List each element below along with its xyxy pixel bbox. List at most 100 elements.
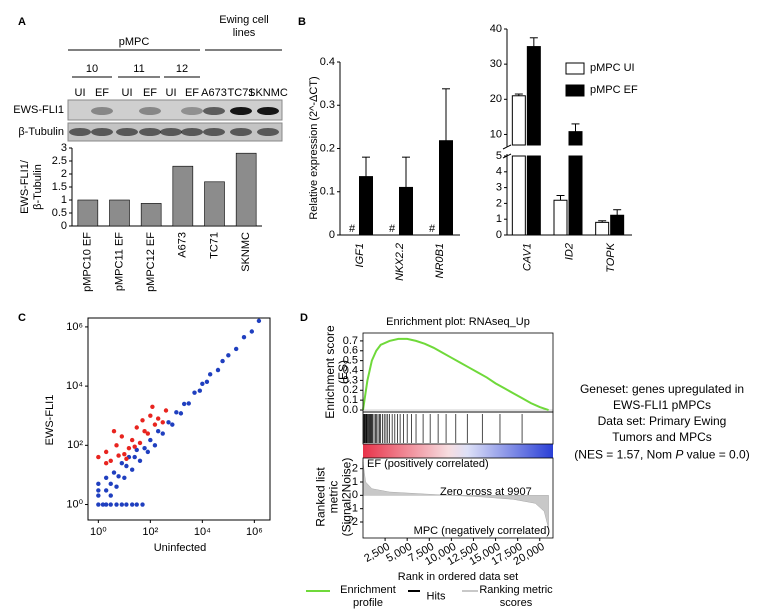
bar [235, 152, 257, 227]
blot-band [91, 128, 113, 136]
y-tick-label: 0 [496, 229, 502, 241]
annotation: (NES = 1.57, Nom P value = 0.0) [562, 447, 761, 462]
point [152, 443, 158, 448]
row-label: β-Tubulin [18, 126, 64, 138]
point [116, 474, 121, 479]
point [108, 493, 113, 498]
x-tick-label: 10² [142, 526, 158, 538]
point [148, 413, 153, 418]
point [181, 401, 187, 407]
y-tick-label: 30 [490, 58, 502, 70]
point [241, 334, 247, 340]
plot-frame [362, 411, 554, 445]
point [108, 458, 113, 463]
point [192, 390, 197, 395]
y-axis-label: EWS-FLI1 [44, 395, 56, 446]
axis-break [502, 144, 512, 150]
blot-band [257, 107, 279, 115]
x-tick-label: NKX2.2 [394, 243, 406, 281]
point [148, 437, 153, 443]
point [116, 453, 121, 458]
point [103, 460, 109, 466]
y-tick-label: 2 [61, 168, 67, 180]
point [103, 475, 109, 480]
point [111, 428, 117, 434]
point [186, 401, 191, 406]
point [96, 488, 101, 493]
plot-frame [362, 457, 554, 539]
y-tick-label: 10⁴ [66, 380, 83, 392]
y-axis-label: Enrichment score (ES) [323, 325, 350, 419]
point [103, 502, 109, 507]
point [140, 502, 145, 507]
point [134, 425, 139, 430]
point [114, 484, 119, 489]
y-axis-label: Relative expression (2^-ΔCT) [308, 76, 320, 219]
bar [204, 181, 225, 227]
x-tick-label: IGF1 [354, 243, 366, 267]
x-tick-label: pMPC12 EF [145, 232, 157, 292]
x-tick-label: SKNMC [240, 232, 252, 272]
annotation-part: (NES = 1.57, Nom [574, 447, 676, 462]
point [129, 437, 135, 443]
annotation: EF (positively correlated) [367, 458, 489, 470]
lane-label: UI [166, 87, 177, 99]
point [249, 329, 255, 334]
y-tick-label: 1 [61, 194, 67, 206]
annotation-part: P [675, 447, 684, 462]
point [119, 460, 125, 466]
point [96, 481, 101, 487]
y-tick-label: 2.5 [52, 155, 67, 167]
sample-label: 12 [176, 63, 188, 75]
x-tick-label: 10⁶ [246, 526, 263, 538]
point [142, 445, 147, 451]
y-tick-label: 0 [352, 489, 358, 501]
point [215, 367, 221, 373]
x-tick-label: 10⁴ [194, 526, 211, 538]
point [200, 381, 205, 386]
blot-band [69, 128, 91, 136]
y-tick-label: 10² [67, 439, 83, 451]
group-label: Ewing cell lines [219, 14, 269, 39]
bar [140, 203, 162, 227]
es-line [362, 337, 549, 411]
y-axis-label: Ranked list metric (Signal2Noise) [313, 457, 354, 537]
point [137, 440, 143, 446]
point [103, 488, 109, 493]
lane-label: A673 [201, 87, 227, 99]
y-tick-label: 0.7 [343, 335, 358, 347]
legend-label: pMPC EF [590, 84, 638, 96]
point [145, 449, 151, 455]
y-tick-label: 40 [490, 23, 502, 35]
legend-label: pMPC UI [590, 62, 635, 74]
point [132, 454, 137, 460]
annotation: MPC (negatively correlated) [414, 525, 550, 537]
point [129, 467, 135, 472]
x-axis-label: Rank in ordered data set [398, 571, 518, 583]
lane-label: EF [143, 87, 157, 99]
lane-label: UI [75, 87, 86, 99]
point [108, 481, 113, 487]
point [163, 408, 169, 413]
point [233, 346, 239, 352]
legend-label: Enrichment profile [340, 584, 396, 609]
point [103, 449, 109, 455]
point [204, 379, 210, 384]
point [122, 452, 127, 457]
bar [439, 140, 453, 236]
point [129, 502, 135, 507]
y-tick-label: 4 [496, 166, 502, 178]
x-tick-label: 10⁰ [90, 526, 107, 538]
blot-band [203, 128, 225, 136]
point [108, 502, 113, 507]
lane-label: EF [185, 87, 199, 99]
point [155, 416, 161, 421]
x-tick-label: A673 [177, 232, 189, 258]
blot-band [181, 107, 203, 115]
value-label: # [349, 223, 356, 235]
y-tick-label: 5 [496, 150, 502, 162]
legend-label: Hits [426, 590, 446, 603]
y-tick-label: 1.5 [52, 181, 67, 193]
y-tick-label: 0.3 [343, 374, 358, 386]
blot-band [91, 107, 113, 115]
